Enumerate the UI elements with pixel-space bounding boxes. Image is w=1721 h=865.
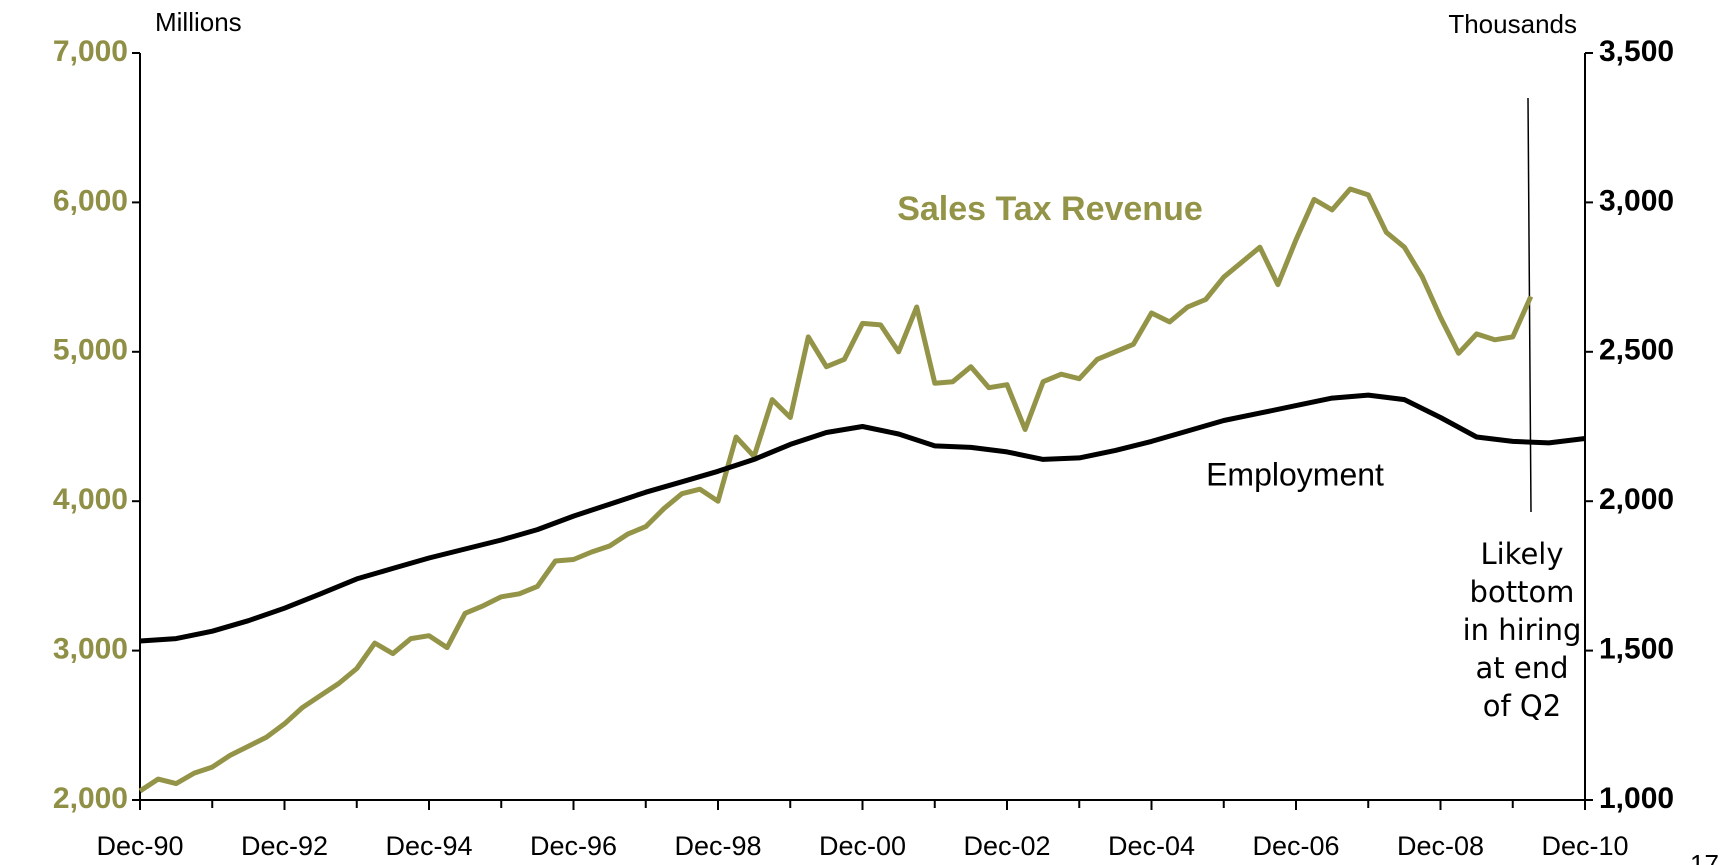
x-tick-label: Dec-96	[530, 831, 617, 861]
annotation: of Q2	[1483, 689, 1561, 723]
y-tick-label: 5,000	[53, 334, 128, 367]
x-tick-label: Dec-08	[1397, 831, 1484, 861]
y2-tick-label: 2,500	[1599, 334, 1674, 367]
y-tick-label: 2,000	[53, 782, 128, 815]
x-tick-label: Dec-98	[674, 831, 761, 861]
y2-axis-title: Thousands	[1448, 9, 1577, 39]
y2-tick-label: 1,000	[1599, 782, 1674, 815]
x-tick-label: Dec-00	[819, 831, 906, 861]
y2-tick-label: 2,000	[1599, 483, 1674, 516]
x-tick-label: Dec-90	[96, 831, 183, 861]
series-line	[138, 186, 1534, 794]
x-tick-label: Dec-02	[963, 831, 1050, 861]
y-tick-label: 4,000	[53, 483, 128, 516]
series-line	[139, 392, 1586, 644]
x-tick-label: Dec-04	[1108, 831, 1195, 861]
page-number: 17	[1690, 849, 1719, 865]
y-tick-label: 3,000	[53, 633, 128, 666]
annotation: bottom	[1470, 575, 1575, 609]
x-tick-label: Dec-06	[1252, 831, 1339, 861]
y-axis-title: Millions	[155, 7, 242, 37]
annotation: Likely	[1480, 537, 1563, 571]
annotation: at end	[1476, 651, 1569, 685]
series-label: Employment	[1206, 456, 1384, 492]
y-tick-label: 7,000	[53, 35, 128, 68]
annotation: in hiring	[1463, 613, 1582, 647]
y2-tick-label: 1,500	[1599, 633, 1674, 666]
y-tick-label: 6,000	[53, 184, 128, 217]
x-tick-label: Dec-94	[385, 831, 472, 861]
y2-tick-label: 3,000	[1599, 184, 1674, 217]
x-tick-label: Dec-92	[241, 831, 328, 861]
series-label: Sales Tax Revenue	[897, 190, 1203, 228]
y2-tick-label: 3,500	[1599, 35, 1674, 68]
x-tick-label: Dec-10	[1541, 831, 1628, 861]
